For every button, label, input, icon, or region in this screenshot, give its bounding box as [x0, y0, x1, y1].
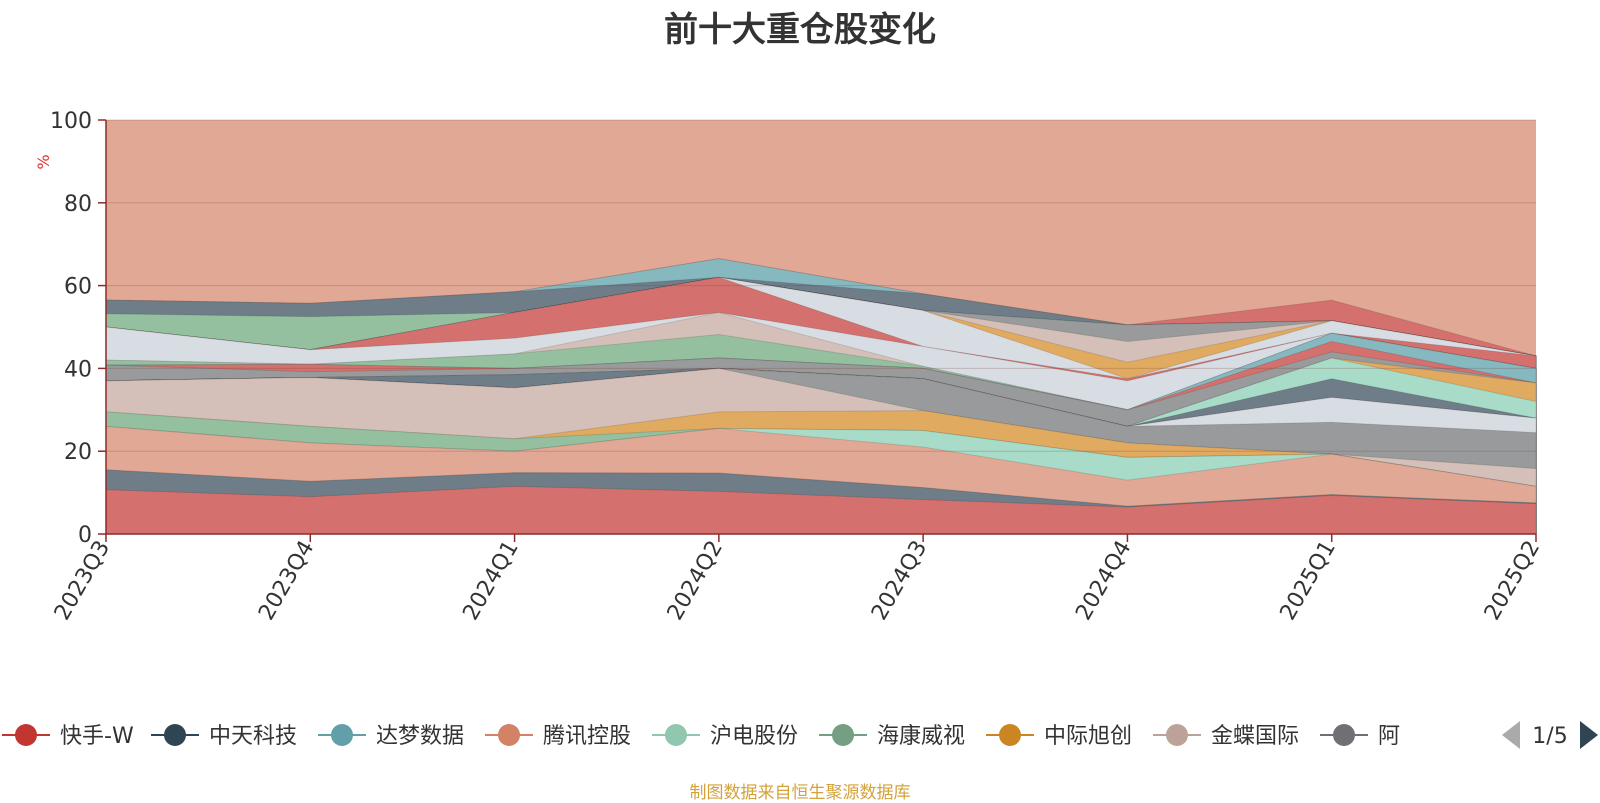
legend-prev-icon[interactable] — [1502, 721, 1520, 749]
legend-marker-icon — [1333, 724, 1355, 746]
legend-item[interactable]: 中际旭创 — [986, 724, 1132, 749]
legend: 快手-W 中天科技 达梦数据 腾讯控股 沪电股份 海康威视 中际旭创 金蝶国际 阿 — [2, 724, 1400, 749]
x-tick-label: 2024Q1 — [458, 537, 523, 625]
legend-item[interactable]: 金蝶国际 — [1153, 724, 1299, 749]
legend-label: 中际旭创 — [1044, 724, 1132, 749]
grid-lines — [106, 119, 1536, 452]
legend-marker-icon — [331, 724, 353, 746]
legend-marker-icon — [15, 724, 37, 746]
legend-label: 金蝶国际 — [1211, 724, 1299, 749]
x-tick-label: 2025Q2 — [1480, 537, 1545, 625]
source-footnote: 制图数据来自恒生聚源数据库 — [689, 783, 911, 803]
x-tick-label: 2025Q1 — [1276, 537, 1341, 625]
legend-item[interactable]: 阿 — [1320, 724, 1400, 749]
legend-item[interactable]: 腾讯控股 — [485, 724, 631, 749]
legend-marker-icon — [999, 724, 1021, 746]
legend-marker-icon — [665, 724, 687, 746]
legend-label: 阿 — [1378, 724, 1400, 749]
y-tick-label: 80 — [64, 192, 92, 217]
legend-item[interactable]: 中天科技 — [151, 724, 297, 749]
legend-label: 海康威视 — [877, 724, 965, 749]
legend-label: 沪电股份 — [710, 724, 798, 749]
legend-marker-icon — [164, 724, 186, 746]
y-tick-label: 0 — [78, 523, 92, 548]
x-tick-label: 2024Q3 — [867, 537, 932, 625]
y-tick-label: 40 — [64, 357, 92, 382]
plot-area — [105, 120, 1537, 535]
y-tick-label: 20 — [64, 440, 92, 465]
y-axis-label: % — [34, 154, 53, 169]
page-title: 前十大重仓股变化 — [664, 10, 936, 50]
legend-item[interactable]: 达梦数据 — [318, 724, 464, 749]
legend-label: 快手-W — [60, 724, 134, 749]
axes — [105, 120, 1536, 535]
legend-label: 中天科技 — [209, 724, 297, 749]
legend-item[interactable]: 快手-W — [2, 724, 134, 749]
x-tick-label: 2024Q2 — [663, 537, 728, 625]
legend-next-icon[interactable] — [1580, 721, 1598, 749]
x-tick-label: 2023Q4 — [254, 537, 319, 625]
x-tick-label: 2023Q3 — [50, 537, 115, 625]
legend-marker-icon — [1166, 724, 1188, 746]
area-band-0 — [105, 485, 1537, 535]
legend-item[interactable]: 沪电股份 — [652, 724, 798, 749]
y-tick-label: 60 — [64, 275, 92, 300]
legend-item[interactable]: 海康威视 — [819, 724, 965, 749]
legend-marker-icon — [498, 724, 520, 746]
y-tick-label: 100 — [50, 109, 92, 134]
legend-pager: 1/5 — [1502, 721, 1598, 749]
legend-label: 腾讯控股 — [543, 724, 631, 749]
legend-label: 达梦数据 — [376, 724, 464, 749]
x-tick-label: 2024Q4 — [1071, 537, 1136, 625]
legend-marker-icon — [832, 724, 854, 746]
legend-page-indicator: 1/5 — [1532, 724, 1567, 749]
